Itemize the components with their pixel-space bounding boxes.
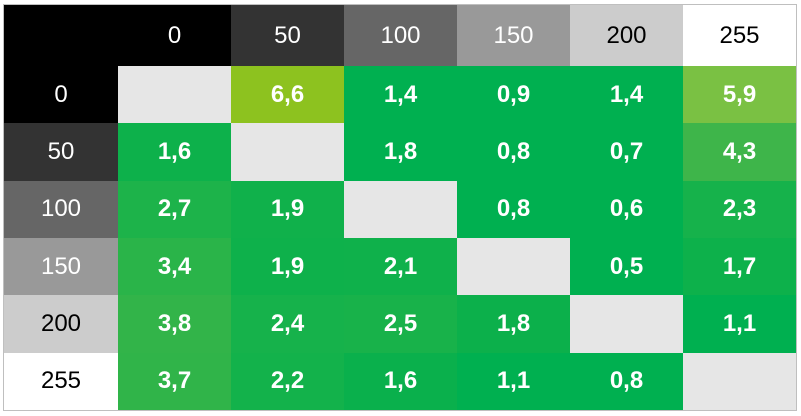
value-cell: 6,6 [231,66,344,124]
value-cell: 0,7 [570,123,683,181]
row-header: 200 [4,295,118,353]
diagonal-cell [231,123,344,181]
row-header: 0 [4,66,118,124]
value-cell: 3,7 [118,352,231,410]
value-cell: 2,2 [231,352,344,410]
value-cell: 1,9 [231,180,344,238]
column-header: 150 [457,5,570,66]
value-cell: 0,5 [570,237,683,296]
value-cell: 1,8 [457,295,570,353]
column-header: 100 [344,5,457,66]
value-cell: 5,9 [683,66,796,124]
value-cell: 2,1 [344,237,457,296]
value-cell: 3,4 [118,237,231,296]
column-header: 50 [231,5,344,66]
value-cell: 0,6 [570,180,683,238]
value-cell: 1,1 [683,295,796,353]
diagonal-cell [457,237,570,296]
value-cell: 1,4 [344,66,457,124]
value-cell: 1,7 [683,237,796,296]
value-cell: 1,6 [118,123,231,181]
diagonal-cell [683,352,796,410]
column-header: 200 [570,5,683,66]
row-header: 150 [4,237,118,296]
diagonal-cell [118,66,231,124]
value-cell: 0,8 [570,352,683,410]
corner-cell [4,5,118,66]
diagonal-cell [344,180,457,238]
column-header: 255 [683,5,796,66]
value-cell: 0,8 [457,123,570,181]
row-header: 50 [4,123,118,181]
value-cell: 2,4 [231,295,344,353]
value-cell: 3,8 [118,295,231,353]
value-cell: 0,8 [457,180,570,238]
value-cell: 1,1 [457,352,570,410]
value-cell: 1,8 [344,123,457,181]
value-cell: 4,3 [683,123,796,181]
value-cell: 0,9 [457,66,570,124]
value-cell: 2,3 [683,180,796,238]
value-cell: 2,5 [344,295,457,353]
value-cell: 2,7 [118,180,231,238]
column-header: 0 [118,5,231,66]
value-cell: 1,6 [344,352,457,410]
value-cell: 1,4 [570,66,683,124]
row-header: 255 [4,352,118,410]
diagonal-cell [570,295,683,353]
row-header: 100 [4,180,118,238]
heatmap-table: 0 50 100 150 200 255 0 6,6 1,4 0,9 1,4 5,9 50 1,6 1,8 0… [3,4,797,411]
value-cell: 1,9 [231,237,344,296]
